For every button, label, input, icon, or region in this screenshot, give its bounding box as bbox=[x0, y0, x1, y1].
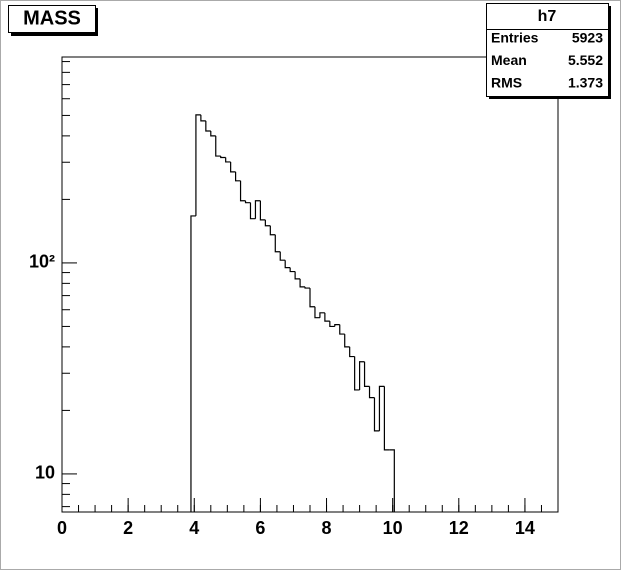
histogram-bin bbox=[225, 157, 231, 163]
histogram-bin bbox=[339, 324, 345, 335]
histogram-bin bbox=[294, 271, 301, 280]
histogram-bin bbox=[383, 386, 390, 451]
x-tick-label: 10 bbox=[383, 518, 403, 538]
title-box bbox=[8, 5, 96, 33]
histogram-bin bbox=[274, 234, 281, 253]
histogram-bin bbox=[389, 449, 395, 512]
histogram-bin bbox=[259, 200, 266, 221]
histogram-bin bbox=[319, 312, 325, 318]
histogram-bin bbox=[354, 356, 360, 391]
histogram-bin bbox=[254, 200, 261, 219]
histogram-bin bbox=[324, 312, 330, 322]
histogram-bin bbox=[235, 171, 241, 182]
histogram-bin bbox=[210, 130, 216, 137]
x-tick-label: 2 bbox=[123, 518, 133, 538]
histogram-bin bbox=[334, 324, 340, 327]
histogram-bin bbox=[269, 225, 276, 236]
histogram-bin bbox=[329, 321, 335, 328]
stats-label: Entries bbox=[491, 30, 539, 46]
y-tick-label: 10 bbox=[35, 463, 55, 483]
histogram-bin bbox=[279, 251, 286, 261]
x-tick-label: 14 bbox=[515, 518, 535, 538]
histogram-bin bbox=[309, 288, 315, 308]
stats-value: 5923 bbox=[572, 30, 603, 46]
histogram-bin bbox=[289, 267, 296, 273]
histogram-bin bbox=[230, 161, 236, 173]
stats-name: h7 bbox=[538, 8, 557, 25]
frame bbox=[61, 56, 559, 513]
histogram-bin bbox=[284, 260, 291, 269]
histogram-bin bbox=[373, 397, 380, 432]
histogram-bin bbox=[264, 219, 271, 227]
stats-label: Mean bbox=[491, 52, 527, 68]
stats-value: 5.552 bbox=[568, 52, 603, 68]
histogram-bin bbox=[205, 120, 211, 132]
histogram-bin bbox=[378, 385, 385, 431]
histogram-bin bbox=[304, 286, 310, 289]
histogram-bin bbox=[344, 334, 350, 348]
histogram-bin bbox=[244, 200, 251, 204]
histogram-bin bbox=[349, 346, 355, 358]
histogram-bin bbox=[220, 156, 226, 159]
x-tick-label: 0 bbox=[57, 518, 67, 538]
x-tick-label: 4 bbox=[189, 518, 199, 538]
x-tick-label: 12 bbox=[449, 518, 469, 538]
x-tick-label: 8 bbox=[322, 518, 332, 538]
y-tick-label: 10² bbox=[29, 252, 55, 272]
histogram-bin bbox=[314, 306, 320, 319]
stats-box bbox=[486, 3, 609, 97]
stats-label: RMS bbox=[491, 75, 522, 91]
histogram-bin bbox=[249, 202, 256, 220]
histogram-bin bbox=[359, 361, 365, 390]
histogram-bin bbox=[215, 135, 221, 157]
histogram-bin bbox=[368, 386, 375, 399]
histogram-bin bbox=[190, 215, 196, 512]
histogram-bin bbox=[239, 180, 246, 202]
histogram-bin bbox=[195, 114, 201, 216]
histogram-bin bbox=[200, 114, 206, 122]
histogram-bin bbox=[363, 361, 370, 387]
stats-value: 1.373 bbox=[568, 75, 603, 91]
x-tick-label: 6 bbox=[255, 518, 265, 538]
histogram-bin bbox=[299, 278, 306, 288]
chart-title: MASS bbox=[23, 7, 81, 29]
